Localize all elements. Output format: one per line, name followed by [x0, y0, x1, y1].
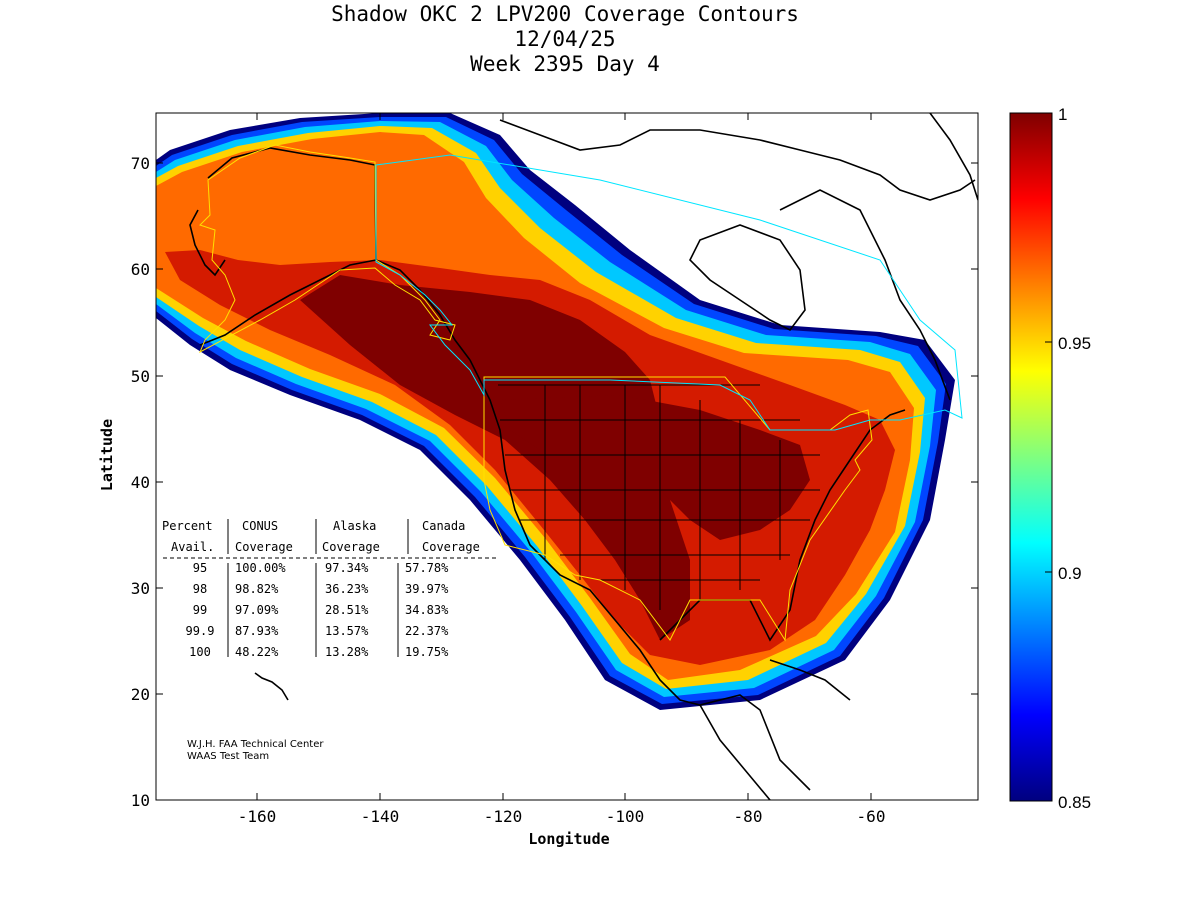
x-tick-label: -80 [734, 807, 763, 826]
table-cell: 97.09% [235, 603, 279, 617]
contour-band-1.0 [300, 275, 690, 640]
coast-labrador [779, 189, 951, 401]
table-cell: 48.22% [235, 645, 279, 659]
table-cell: 100 [189, 645, 211, 659]
colorbar-label: 0.85 [1058, 793, 1091, 812]
y-tick-label: 70 [131, 154, 150, 173]
table-header-avail: Avail. [171, 540, 214, 554]
coast-pacific-north-america [469, 359, 811, 791]
colorbar-label: 0.9 [1058, 564, 1082, 583]
state-borders [498, 384, 820, 610]
colorbar-label: 1 [1058, 105, 1067, 124]
table-cell: 99 [193, 603, 207, 617]
table-header-conus-coverage: Coverage [235, 540, 293, 554]
y-tick-marks [156, 162, 978, 695]
y-tick-label: 60 [131, 260, 150, 279]
table-cell: 22.37% [405, 624, 449, 638]
y-tick-label: 10 [131, 791, 150, 810]
table-cell: 19.75% [405, 645, 449, 659]
table-cell: 13.57% [325, 624, 369, 638]
x-tick-label: -140 [361, 807, 400, 826]
colorbar-frame [1009, 112, 1053, 802]
colorbar-gradient [1010, 113, 1052, 801]
chart-week-day: Week 2395 Day 4 [470, 52, 660, 76]
table-rows: 95 100.00% 97.34% 57.78% 98 98.82% 36.23% 39.97… [186, 561, 450, 659]
coast-arctic-islands [499, 119, 976, 201]
coastlines [189, 113, 978, 800]
chart-title: Shadow OKC 2 LPV200 Coverage Contours [331, 2, 799, 26]
table-header-alaska-coverage: Coverage [322, 540, 380, 554]
table-header-conus: CONUS [242, 519, 278, 533]
table-header-canada-coverage: Coverage [422, 540, 480, 554]
y-tick-label: 40 [131, 473, 150, 492]
coast-greenland [929, 113, 978, 201]
table-cell: 98 [193, 582, 207, 596]
contour-band-1.0-core [500, 395, 810, 540]
x-tick-label: -160 [238, 807, 277, 826]
table-cell: 87.93% [235, 624, 279, 638]
coast-central-america [699, 704, 771, 800]
credit-line-2: WAAS Test Team [187, 751, 269, 762]
conus-service-volume [483, 376, 873, 642]
canada-service-volume [375, 154, 963, 431]
table-cell: 57.78% [405, 561, 449, 575]
coverage-table: Percent CONUS Alaska Canada Avail. Cover… [162, 519, 498, 659]
service-volume-outlines [199, 144, 963, 642]
table-cell: 95 [193, 561, 207, 575]
coast-cuba-caribbean [769, 659, 851, 701]
table-header-percent: Percent [162, 519, 213, 533]
x-tick-marks [256, 113, 872, 800]
y-tick-label: 20 [131, 685, 150, 704]
x-axis-label: Longitude [528, 830, 609, 848]
table-cell: 39.97% [405, 582, 449, 596]
table-cell: 34.83% [405, 603, 449, 617]
x-tick-label: -100 [606, 807, 645, 826]
y-axis-label: Latitude [98, 419, 116, 491]
table-cell: 13.28% [325, 645, 369, 659]
coast-hudson-bay [689, 224, 806, 332]
coast-hawaii [254, 672, 289, 701]
table-cell: 36.23% [325, 582, 369, 596]
table-cell: 99.9 [186, 624, 215, 638]
chart-date: 12/04/25 [514, 27, 616, 51]
table-cell: 28.51% [325, 603, 369, 617]
x-tick-label: -60 [857, 807, 886, 826]
y-tick-label: 30 [131, 579, 150, 598]
table-cell: 100.00% [235, 561, 286, 575]
table-header-alaska: Alaska [333, 519, 376, 533]
alaska-service-volume [199, 144, 456, 354]
colorbar: 1 0.95 0.9 0.85 [1009, 105, 1091, 812]
plot-frame [155, 112, 979, 801]
table-header-canada: Canada [422, 519, 465, 533]
table-cell: 98.82% [235, 582, 279, 596]
y-tick-label: 50 [131, 367, 150, 386]
colorbar-label: 0.95 [1058, 334, 1091, 353]
table-cell: 97.34% [325, 561, 369, 575]
credit-line-1: W.J.H. FAA Technical Center [187, 739, 324, 750]
x-tick-label: -120 [484, 807, 523, 826]
